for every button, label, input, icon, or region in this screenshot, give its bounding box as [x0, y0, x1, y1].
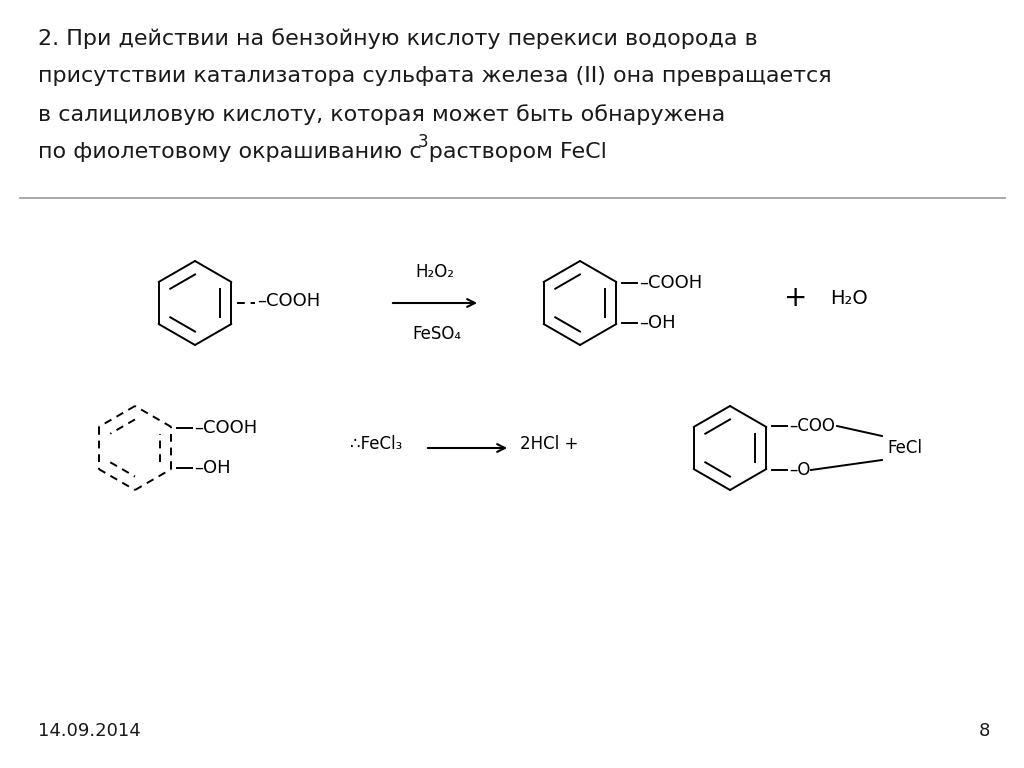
- Text: H₂O₂: H₂O₂: [416, 263, 455, 281]
- Text: +: +: [784, 284, 808, 312]
- Text: –COOH: –COOH: [194, 419, 257, 437]
- Text: –O: –O: [790, 461, 810, 479]
- Text: –COO: –COO: [790, 417, 835, 435]
- Text: FeSO₄: FeSO₄: [413, 325, 462, 343]
- Text: по фиолетовому окрашиванию с раствором FeCl: по фиолетовому окрашиванию с раствором F…: [38, 142, 607, 162]
- Text: 14.09.2014: 14.09.2014: [38, 722, 140, 740]
- Text: –OH: –OH: [639, 314, 676, 332]
- Text: FeCl: FeCl: [887, 439, 922, 457]
- Text: –COOH: –COOH: [257, 292, 321, 310]
- Text: –COOH: –COOH: [639, 274, 702, 292]
- Text: 2HCl +: 2HCl +: [520, 435, 579, 453]
- Text: ∴FeCl₃: ∴FeCl₃: [350, 435, 402, 453]
- Text: –OH: –OH: [194, 459, 230, 477]
- Text: 3: 3: [417, 133, 428, 151]
- Text: присутствии катализатора сульфата железа (II) она превращается: присутствии катализатора сульфата железа…: [38, 66, 831, 86]
- Text: 8: 8: [979, 722, 990, 740]
- Text: 2. При действии на бензойную кислоту перекиси водорода в: 2. При действии на бензойную кислоту пер…: [38, 28, 758, 49]
- Text: в салициловую кислоту, которая может быть обнаружена: в салициловую кислоту, которая может быт…: [38, 104, 725, 125]
- Text: H₂O: H₂O: [830, 289, 867, 307]
